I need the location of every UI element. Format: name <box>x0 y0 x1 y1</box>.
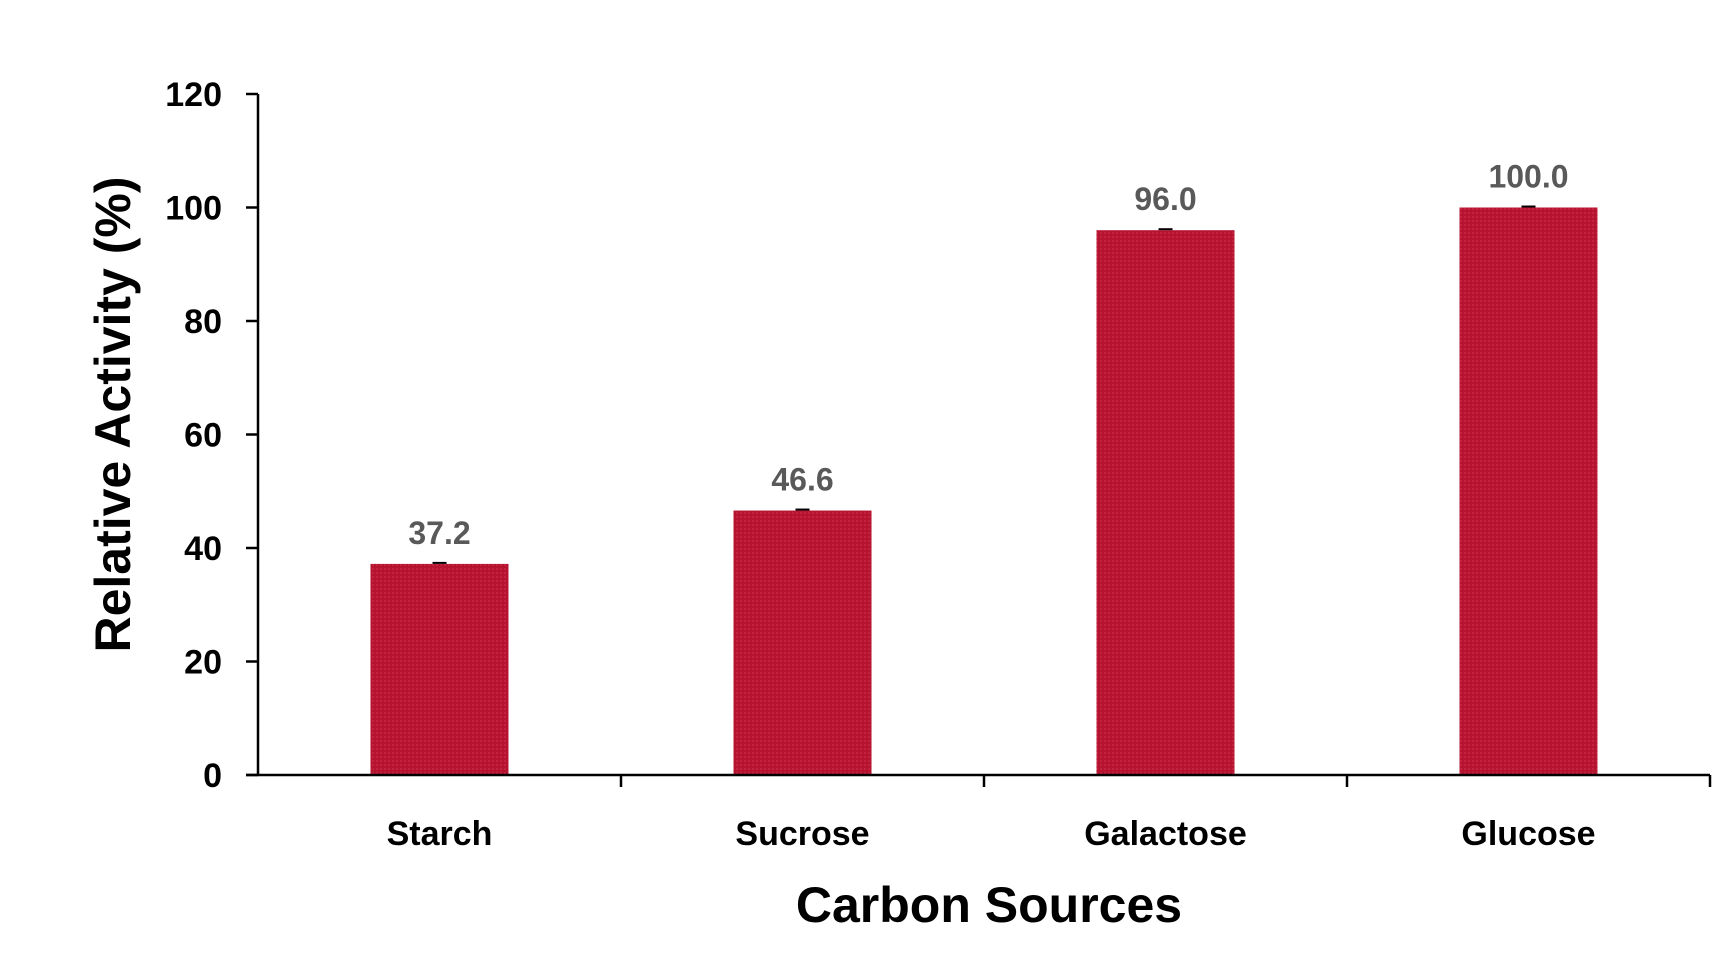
x-tick-label-sucrose: Sucrose <box>735 815 869 853</box>
y-tick-label: 80 <box>184 303 222 341</box>
y-tick-label: 100 <box>165 190 222 228</box>
bars-group <box>370 207 1598 775</box>
bar-sucrose <box>733 510 872 775</box>
error-bars-group <box>432 205 1536 564</box>
y-tick-label: 40 <box>184 530 222 568</box>
bar-galactose <box>1096 230 1235 775</box>
x-tick-label-glucose: Glucose <box>1461 815 1595 853</box>
data-label-galactose: 96.0 <box>1134 181 1196 217</box>
data-labels-group: 37.2 46.6 96.0 100.0 <box>408 159 1568 551</box>
y-axis-title: Relative Activity (%) <box>85 176 141 652</box>
x-tick-label-galactose: Galactose <box>1084 815 1247 853</box>
x-axis-ticks: Starch Sucrose Galactose Glucose <box>387 775 1712 853</box>
x-tick-label-starch: Starch <box>387 815 493 853</box>
bar-starch <box>370 563 509 775</box>
y-axis-ticks: 0 20 40 60 80 100 120 <box>165 76 258 795</box>
y-tick-label: 0 <box>203 757 222 795</box>
y-tick-label: 20 <box>184 644 222 682</box>
y-tick-label: 60 <box>184 417 222 455</box>
data-label-glucose: 100.0 <box>1488 159 1568 195</box>
y-tick-label: 120 <box>165 76 222 114</box>
x-axis-title: Carbon Sources <box>796 877 1182 933</box>
bar-glucose <box>1459 207 1598 775</box>
data-label-sucrose: 46.6 <box>771 462 833 498</box>
data-label-starch: 37.2 <box>408 515 470 551</box>
